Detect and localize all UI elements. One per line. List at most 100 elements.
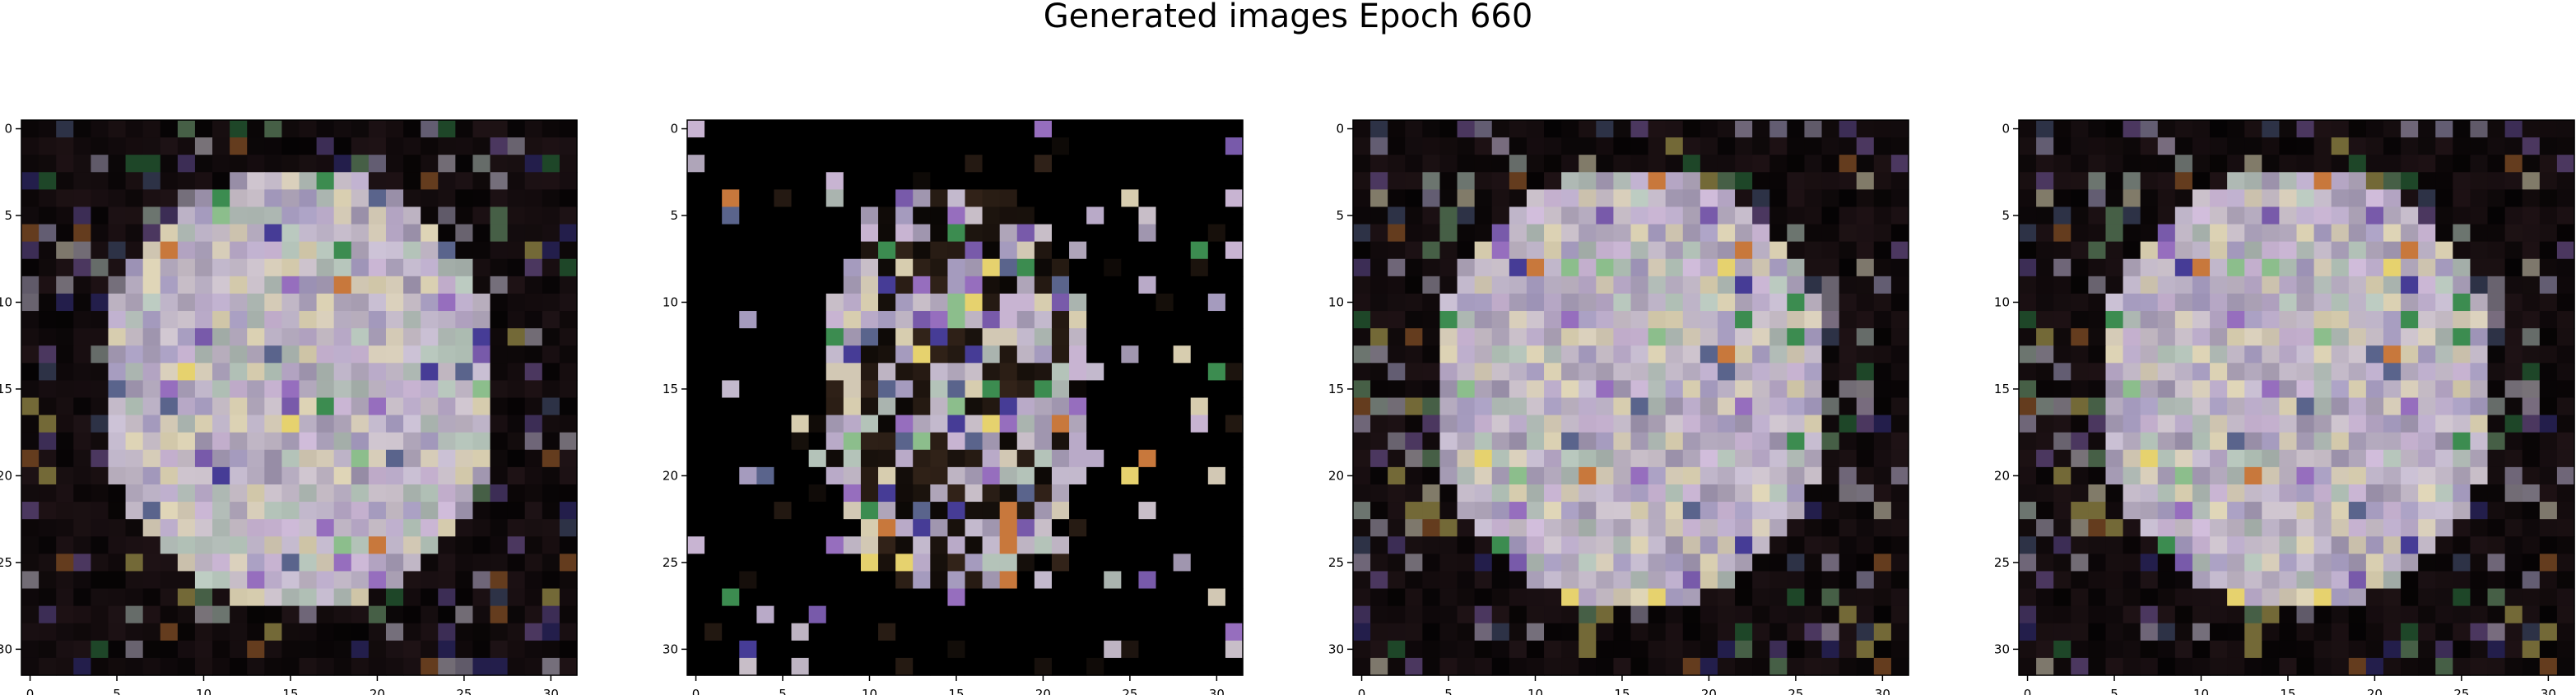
pixel-cell xyxy=(2019,120,2037,138)
pixel-cell xyxy=(1613,554,1632,572)
pixel-cell xyxy=(73,432,91,451)
pixel-cell xyxy=(2296,206,2315,225)
pixel-cell xyxy=(1104,311,1122,329)
pixel-cell xyxy=(2296,397,2315,416)
pixel-cell xyxy=(1121,466,1140,485)
pixel-cell xyxy=(1579,241,1597,260)
pixel-cell xyxy=(1104,484,1122,503)
pixel-cell xyxy=(1173,189,1192,208)
pixel-cell xyxy=(1016,189,1035,208)
pixel-cell xyxy=(194,206,213,225)
pixel-cell xyxy=(559,345,578,364)
pixel-cell xyxy=(1873,640,1892,659)
pixel-cell xyxy=(2019,224,2037,243)
pixel-cell xyxy=(982,640,1001,659)
pixel-cell xyxy=(1422,605,1441,624)
pixel-cell xyxy=(687,415,705,433)
pixel-cell xyxy=(704,206,723,225)
pixel-cell xyxy=(542,466,560,485)
pixel-cell xyxy=(2418,415,2436,433)
pixel-cell xyxy=(507,293,526,312)
pixel-cell xyxy=(1613,415,1632,433)
pixel-cell xyxy=(2435,137,2453,155)
pixel-cell xyxy=(1207,657,1226,676)
pixel-cell xyxy=(1086,276,1104,294)
pixel-cell xyxy=(438,466,456,485)
pixel-cell xyxy=(1526,241,1545,260)
pixel-cell xyxy=(2435,363,2453,381)
pixel-cell xyxy=(1422,397,1441,416)
pixel-cell xyxy=(1439,311,1458,329)
pixel-cell xyxy=(472,172,491,190)
pixel-cell xyxy=(982,502,1001,520)
pixel-cell xyxy=(194,554,213,572)
pixel-cell xyxy=(1526,571,1545,590)
pixel-cell xyxy=(1682,449,1701,468)
pixel-cell xyxy=(368,397,387,416)
pixel-cell xyxy=(1491,519,1510,537)
pixel-cell xyxy=(2331,311,2350,329)
pixel-cell xyxy=(2313,345,2332,364)
pixel-cell xyxy=(1752,640,1770,659)
pixel-cell xyxy=(1735,363,1753,381)
pixel-cell xyxy=(965,363,983,381)
pixel-cell xyxy=(1769,484,1788,503)
pixel-cell xyxy=(1873,293,1892,312)
pixel-cell xyxy=(1544,363,1562,381)
pixel-cell xyxy=(1839,155,1858,173)
pixel-cell xyxy=(351,449,370,468)
pixel-cell xyxy=(1491,449,1510,468)
pixel-cell xyxy=(2210,363,2228,381)
pixel-cell xyxy=(299,363,318,381)
pixel-cell xyxy=(1439,293,1458,312)
pixel-cell xyxy=(230,484,248,503)
pixel-cell xyxy=(1561,363,1579,381)
pixel-cell xyxy=(2262,605,2280,624)
pixel-cell xyxy=(878,415,896,433)
pixel-cell xyxy=(542,206,560,225)
pixel-cell xyxy=(687,241,705,260)
pixel-cell xyxy=(1069,623,1087,642)
pixel-cell xyxy=(1804,241,1823,260)
pixel-cell xyxy=(1544,623,1562,642)
pixel-cell xyxy=(2174,466,2193,485)
pixel-cell xyxy=(1873,536,1892,554)
pixel-cell xyxy=(2313,189,2332,208)
pixel-cell xyxy=(2071,258,2089,277)
pixel-cell xyxy=(2157,449,2176,468)
pixel-cell xyxy=(2036,466,2054,485)
pixel-cell xyxy=(1405,605,1423,624)
pixel-cell xyxy=(1353,224,1371,243)
pixel-cell xyxy=(739,640,757,659)
pixel-cell xyxy=(2435,397,2453,416)
pixel-cell xyxy=(91,554,109,572)
pixel-cell xyxy=(808,484,827,503)
pixel-cell xyxy=(2140,276,2159,294)
pixel-cell xyxy=(1086,536,1104,554)
pixel-cell xyxy=(722,311,740,329)
pixel-cell xyxy=(2157,571,2176,590)
pixel-cell xyxy=(472,466,491,485)
pixel-cell xyxy=(704,172,723,190)
pixel-cell xyxy=(73,502,91,520)
pixel-cell xyxy=(351,293,370,312)
pixel-cell xyxy=(2401,536,2419,554)
pixel-cell xyxy=(2365,484,2384,503)
pixel-cell xyxy=(2140,363,2159,381)
pixel-cell xyxy=(1821,276,1840,294)
pixel-cell xyxy=(1405,554,1423,572)
pixel-cell xyxy=(1121,519,1140,537)
pixel-cell xyxy=(2140,519,2159,537)
pixel-cell xyxy=(1138,206,1157,225)
pixel-cell xyxy=(982,449,1001,468)
pixel-cell xyxy=(808,345,827,364)
pixel-cell xyxy=(2088,588,2107,607)
pixel-cell xyxy=(542,571,560,590)
pixel-cell xyxy=(1439,554,1458,572)
pixel-cell xyxy=(999,397,1018,416)
pixel-cell xyxy=(1121,397,1140,416)
pixel-cell xyxy=(1873,397,1892,416)
pixel-cell xyxy=(1370,345,1388,364)
pixel-cell xyxy=(1752,536,1770,554)
pixel-cell xyxy=(2036,380,2054,399)
